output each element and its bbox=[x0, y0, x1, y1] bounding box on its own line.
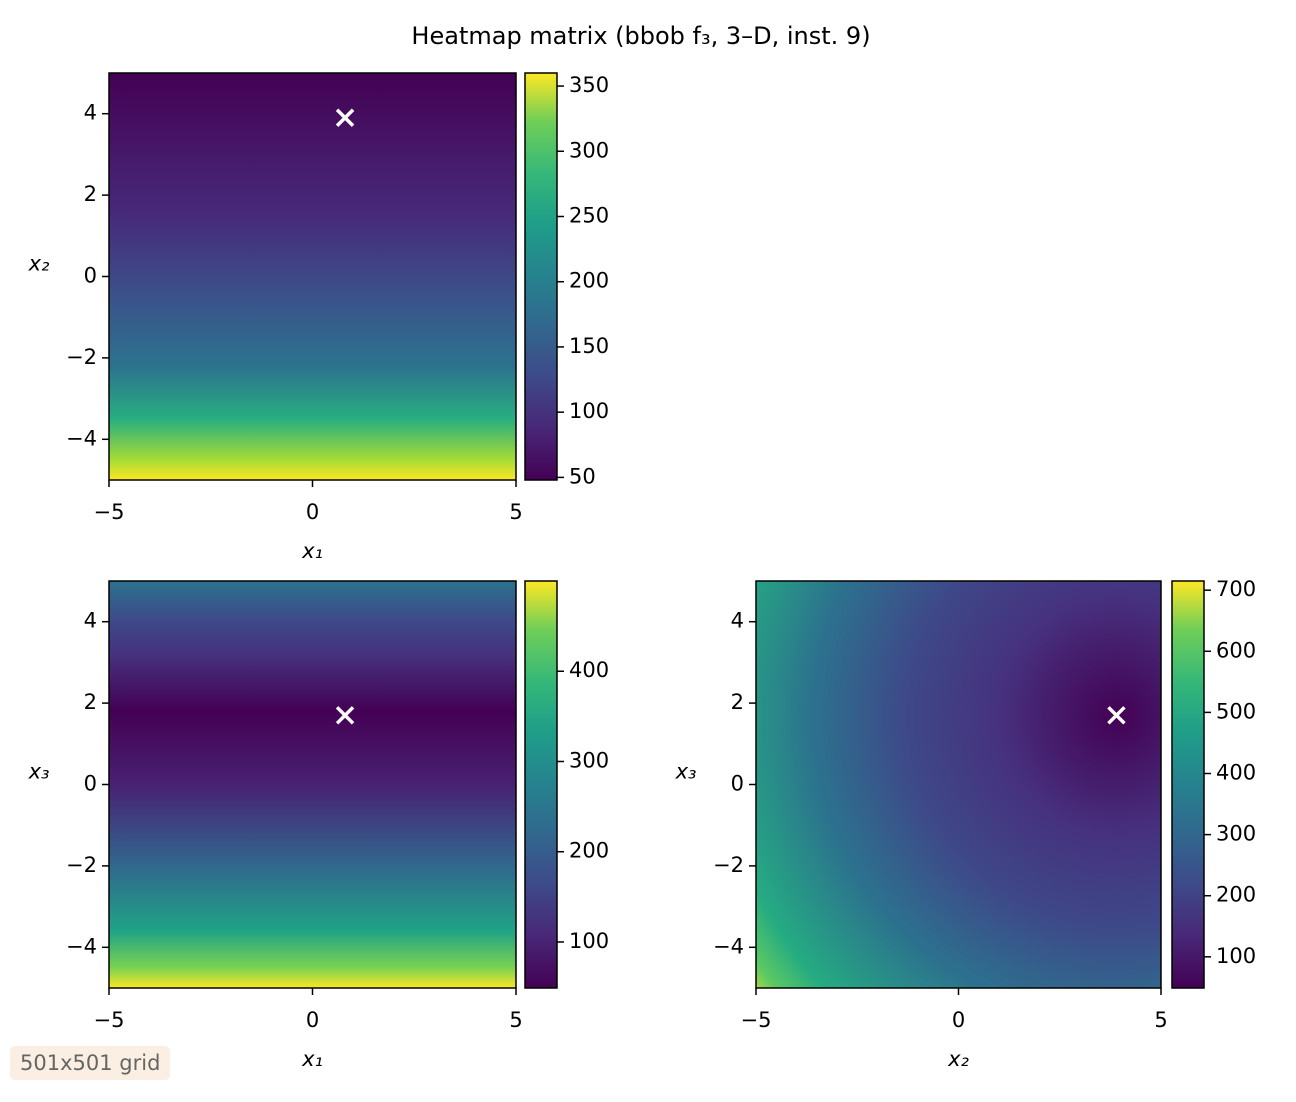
y-tick-label: −2 bbox=[66, 345, 97, 369]
x-tick-label: −5 bbox=[741, 1008, 772, 1032]
x-axis-label: x₂ bbox=[947, 1047, 969, 1071]
colorbar-tick-label: 600 bbox=[1216, 638, 1256, 662]
colorbar bbox=[1171, 580, 1205, 989]
colorbar-tick-label: 50 bbox=[569, 464, 596, 488]
colorbar-tick-label: 300 bbox=[569, 748, 609, 772]
optimum-marker bbox=[1107, 706, 1126, 725]
x-tick-label: 5 bbox=[509, 500, 522, 524]
x-tick-label: 5 bbox=[509, 1008, 522, 1032]
y-tick-label: −4 bbox=[66, 934, 97, 958]
colorbar-tick-label: 200 bbox=[569, 269, 609, 293]
x-tick-label: 0 bbox=[306, 1008, 319, 1032]
y-tick-label: 0 bbox=[84, 264, 97, 288]
optimum-marker bbox=[335, 706, 355, 725]
chart-title: Heatmap matrix (bbob f₃, 3–D, inst. 9) bbox=[411, 22, 870, 50]
colorbar-tick-label: 150 bbox=[569, 334, 609, 358]
colorbar-tick-label: 700 bbox=[1216, 577, 1256, 601]
footer-note: 501x501 grid bbox=[10, 1046, 171, 1080]
x-axis-label: x₁ bbox=[301, 539, 323, 563]
colorbar bbox=[524, 580, 558, 989]
y-tick-label: −4 bbox=[66, 426, 97, 450]
colorbar-tick-label: 100 bbox=[569, 399, 609, 423]
y-tick-label: 2 bbox=[84, 690, 97, 714]
y-tick-label: 4 bbox=[731, 609, 744, 633]
colorbar bbox=[524, 72, 558, 481]
x-tick-label: −5 bbox=[94, 1008, 125, 1032]
x-tick-label: 0 bbox=[952, 1008, 965, 1032]
y-axis-label: x₂ bbox=[28, 252, 50, 276]
heatmap-field bbox=[756, 581, 1161, 988]
y-tick-label: 0 bbox=[84, 772, 97, 796]
x-tick-label: 0 bbox=[306, 500, 319, 524]
colorbar-tick-label: 300 bbox=[1216, 822, 1256, 846]
heatmap-field bbox=[109, 581, 516, 988]
y-tick-label: −4 bbox=[713, 934, 744, 958]
x-axis-label: x₁ bbox=[301, 1047, 323, 1071]
colorbar-tick-label: 100 bbox=[569, 929, 609, 953]
colorbar-tick-label: 350 bbox=[569, 73, 609, 97]
y-tick-label: 0 bbox=[731, 772, 744, 796]
colorbar-tick-label: 200 bbox=[1216, 883, 1256, 907]
y-tick-label: −2 bbox=[713, 853, 744, 877]
colorbar-tick-label: 250 bbox=[569, 203, 609, 227]
colorbar-tick-label: 500 bbox=[1216, 699, 1256, 723]
colorbar-tick-label: 300 bbox=[569, 138, 609, 162]
heatmap-field bbox=[109, 73, 516, 480]
colorbar-tick-label: 200 bbox=[569, 839, 609, 863]
y-tick-label: 2 bbox=[84, 182, 97, 206]
colorbar-tick-label: 400 bbox=[569, 658, 609, 682]
x-tick-label: 5 bbox=[1154, 1008, 1167, 1032]
y-tick-label: 4 bbox=[84, 609, 97, 633]
y-tick-label: −2 bbox=[66, 853, 97, 877]
colorbar-tick-label: 400 bbox=[1216, 761, 1256, 785]
y-axis-label: x₃ bbox=[28, 760, 50, 784]
x-tick-label: −5 bbox=[94, 500, 125, 524]
y-tick-label: 2 bbox=[731, 690, 744, 714]
y-axis-label: x₃ bbox=[675, 760, 697, 784]
y-tick-label: 4 bbox=[84, 101, 97, 125]
colorbar-tick-label: 100 bbox=[1216, 944, 1256, 968]
optimum-marker bbox=[335, 108, 355, 128]
